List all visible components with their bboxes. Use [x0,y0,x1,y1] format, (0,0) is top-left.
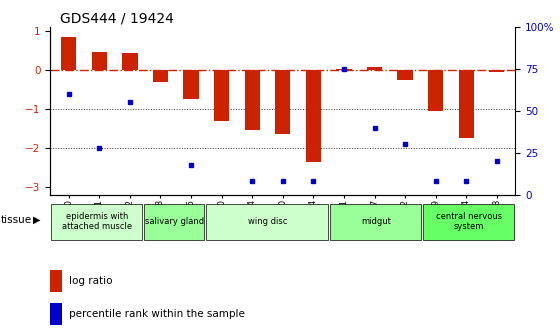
Bar [184,70,199,99]
Text: percentile rank within the sample: percentile rank within the sample [69,309,245,319]
Text: tissue: tissue [1,215,32,225]
Bar [122,53,138,70]
Text: midgut: midgut [361,217,391,226]
Bar [61,37,76,70]
Bar [367,67,382,70]
Bar [144,204,204,240]
Text: central nervous
system: central nervous system [436,212,502,232]
Bar [398,70,413,80]
Bar [52,204,142,240]
Bar [245,70,260,130]
Bar [275,70,291,134]
Bar [337,69,352,70]
Bar [153,70,168,82]
Bar [428,70,444,111]
Bar [306,70,321,162]
Bar [330,204,421,240]
Text: ▶: ▶ [32,215,40,225]
Text: log ratio: log ratio [69,276,113,286]
Bar [423,204,514,240]
Bar [214,70,229,121]
Bar [489,70,505,72]
Bar [92,52,107,70]
Text: GDS444 / 19424: GDS444 / 19424 [60,12,174,26]
Bar [459,70,474,138]
Text: epidermis with
attached muscle: epidermis with attached muscle [62,212,132,232]
Bar [50,303,62,325]
Bar [50,270,62,292]
Text: wing disc: wing disc [248,217,287,226]
Bar [206,204,328,240]
Text: salivary gland: salivary gland [145,217,204,226]
